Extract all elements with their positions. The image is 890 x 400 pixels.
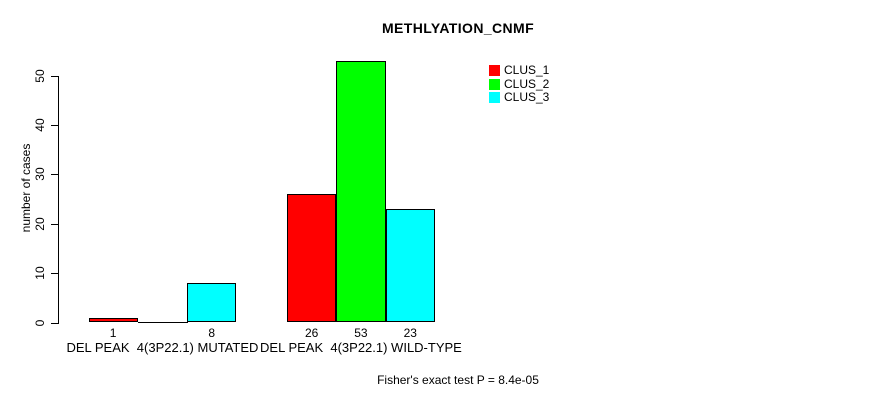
legend-item: CLUS_3 — [489, 90, 550, 105]
bar-clus_1 — [88, 317, 138, 323]
group-label: DEL PEAK 4(3P22.1) WILD-TYPE — [260, 339, 462, 355]
bar-value-label: 53 — [354, 325, 368, 340]
y-axis-line — [58, 75, 59, 324]
footer-note: Fisher's exact test P = 8.4e-05 — [377, 373, 539, 387]
legend-item: CLUS_2 — [489, 76, 550, 92]
y-axis-tick — [51, 322, 58, 324]
bar-clus_3 — [187, 282, 237, 323]
legend-label: CLUS_1 — [504, 63, 550, 77]
bar-value-label: 1 — [109, 325, 117, 340]
bar-value-label: 23 — [403, 325, 417, 340]
y-axis-tick — [51, 174, 58, 176]
legend: CLUS_1 CLUS_2 CLUS_3 — [489, 63, 550, 105]
y-axis-tick — [51, 223, 58, 225]
y-axis-tick — [51, 124, 58, 126]
y-axis-tick-label: 0 — [33, 319, 47, 326]
legend-swatch — [489, 65, 500, 77]
legend-swatch — [489, 92, 500, 104]
group-label: DEL PEAK 4(3P22.1) MUTATED — [66, 339, 259, 355]
y-axis-title: number of cases — [19, 143, 33, 233]
y-axis-tick — [51, 273, 58, 275]
y-axis-tick — [51, 75, 58, 77]
bar-clus_3 — [385, 208, 435, 323]
y-axis-tick-label: 30 — [33, 167, 47, 181]
bar-clus_2 — [336, 60, 386, 323]
chart-title: METHLYATION_CNMF — [381, 20, 535, 36]
bar-clus_1 — [287, 194, 337, 323]
legend-label: CLUS_3 — [504, 90, 550, 104]
legend-item: CLUS_1 — [489, 63, 550, 78]
bar-value-label: 26 — [304, 325, 319, 340]
y-axis-tick-label: 10 — [33, 266, 47, 280]
legend-label: CLUS_2 — [504, 76, 550, 91]
bar-value-label: 8 — [208, 325, 216, 340]
bar-zero-clus_2 — [137, 321, 189, 323]
legend-swatch — [489, 78, 500, 90]
y-axis-tick-label: 20 — [33, 217, 47, 231]
y-axis-tick-label: 50 — [33, 68, 47, 83]
y-axis-tick-label: 40 — [33, 118, 47, 132]
